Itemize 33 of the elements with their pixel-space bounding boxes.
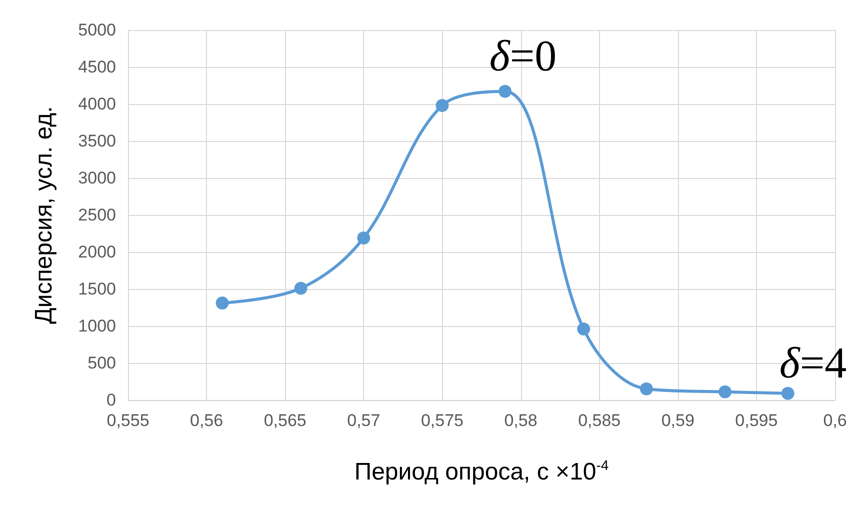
point [357, 231, 370, 244]
y-tick-label: 0 [106, 390, 116, 410]
annotation: δ=4 [779, 338, 847, 388]
y-axis-title: Дисперсия, усл. ед. [30, 106, 58, 324]
x-tick-label: 0,59 [661, 411, 694, 430]
point [216, 296, 229, 310]
y-tick-label: 1500 [78, 280, 116, 298]
y-tick-label: 500 [88, 354, 116, 372]
point [640, 382, 653, 396]
y-tick-label: 5000 [78, 20, 116, 40]
y-tick-label: 4500 [78, 58, 116, 76]
x-tick-label: 0,565 [264, 411, 306, 430]
x-tick-label: 0,575 [420, 411, 464, 430]
y-tick-label: 3000 [78, 168, 116, 188]
point [577, 322, 590, 336]
y-tick-label: 2500 [78, 206, 116, 224]
x-tick-label: 0,6 [823, 411, 847, 430]
x-tick-label: 0,56 [190, 411, 224, 430]
x-tick-label: 0,585 [578, 411, 621, 430]
point [498, 84, 512, 98]
point [781, 386, 794, 400]
point [718, 385, 732, 398]
x-tick-label: 0,595 [735, 411, 778, 430]
x-tick-label: 0,58 [504, 411, 538, 430]
x-tick-label: 0,555 [106, 411, 150, 430]
point [436, 98, 449, 112]
y-tick-label: 3500 [78, 132, 116, 150]
annotation: δ=0 [489, 32, 557, 80]
y-tick-label: 1000 [78, 316, 116, 336]
x-tick-label: 0,57 [347, 411, 380, 430]
y-tick-label: 2000 [78, 242, 116, 262]
y-tick-label: 4000 [78, 94, 116, 114]
point [294, 282, 308, 295]
